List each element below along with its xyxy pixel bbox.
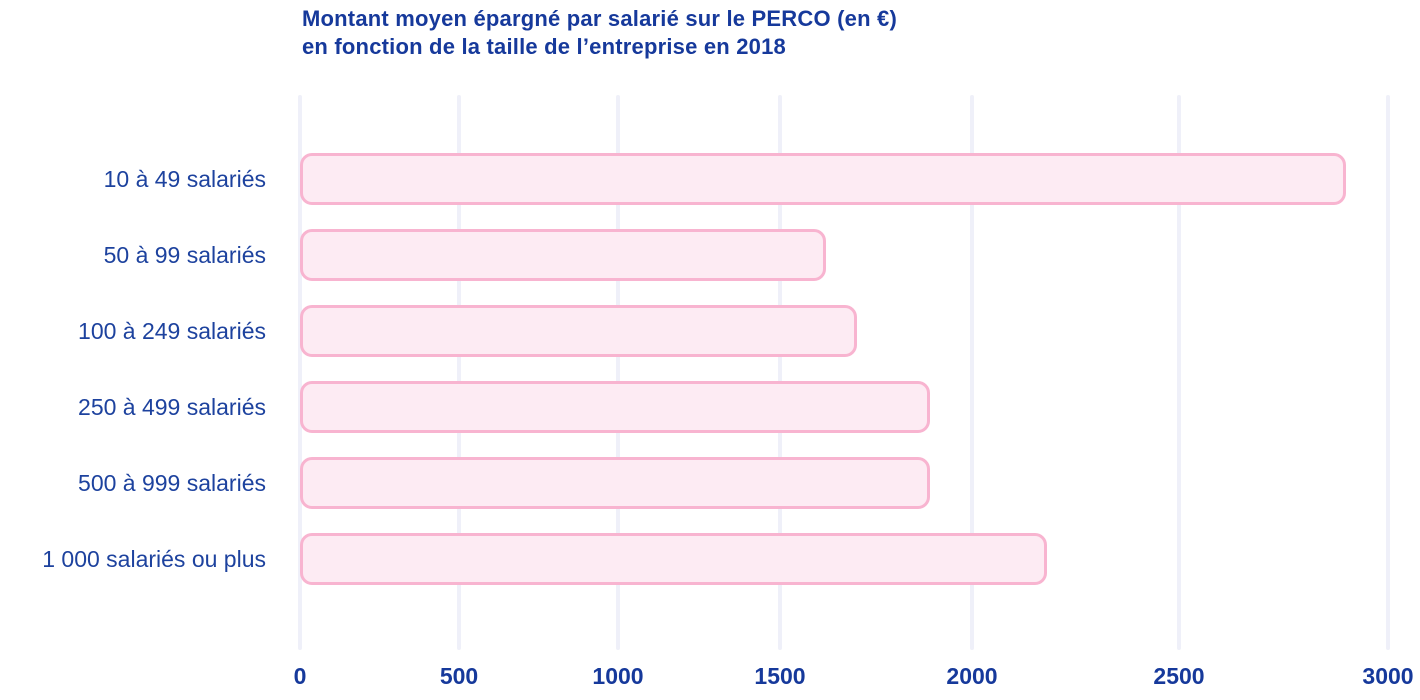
gridline-x-3000 bbox=[1386, 95, 1390, 650]
category-label-1: 10 à 49 salariés bbox=[103, 166, 266, 192]
plot-area bbox=[298, 95, 1395, 650]
category-label-3: 100 à 249 salariés bbox=[78, 318, 266, 344]
category-axis: 10 à 49 salariés 50 à 99 salariés 100 à 24… bbox=[0, 95, 284, 650]
bar-6 bbox=[300, 533, 1047, 585]
gridline-x-1500 bbox=[778, 95, 782, 650]
bar-1 bbox=[300, 153, 1346, 205]
gridline-x-500 bbox=[457, 95, 461, 650]
x-tick-label-2000: 2000 bbox=[946, 663, 998, 689]
bar-5 bbox=[300, 457, 930, 509]
x-tick-label-1500: 1500 bbox=[754, 663, 806, 689]
bar-2 bbox=[300, 229, 826, 281]
x-tick-label-1000: 1000 bbox=[592, 663, 644, 689]
x-tick-label-2500: 2500 bbox=[1153, 663, 1205, 689]
category-label-2: 50 à 99 salariés bbox=[103, 242, 266, 268]
gridline-x-1000 bbox=[616, 95, 620, 650]
x-tick-label-3000: 3000 bbox=[1362, 663, 1414, 689]
gridline-x-2000 bbox=[970, 95, 974, 650]
category-label-6: 1 000 salariés ou plus bbox=[42, 546, 266, 572]
x-tick-label-0: 0 bbox=[293, 663, 307, 689]
gridline-x-2500 bbox=[1177, 95, 1181, 650]
chart-title-line1: Montant moyen épargné par salarié sur le… bbox=[302, 6, 897, 31]
gridline-x-0 bbox=[298, 95, 302, 650]
category-label-4: 250 à 499 salariés bbox=[78, 394, 266, 420]
x-axis: 0 500 1000 1500 2000 2500 3000 bbox=[0, 663, 1420, 697]
chart-title: Montant moyen épargné par salarié sur le… bbox=[302, 5, 897, 61]
bar-3 bbox=[300, 305, 857, 357]
category-label-5: 500 à 999 salariés bbox=[78, 470, 266, 496]
bar-4 bbox=[300, 381, 930, 433]
chart-title-line2: en fonction de la taille de l’entreprise… bbox=[302, 34, 786, 59]
x-tick-label-500: 500 bbox=[439, 663, 479, 689]
